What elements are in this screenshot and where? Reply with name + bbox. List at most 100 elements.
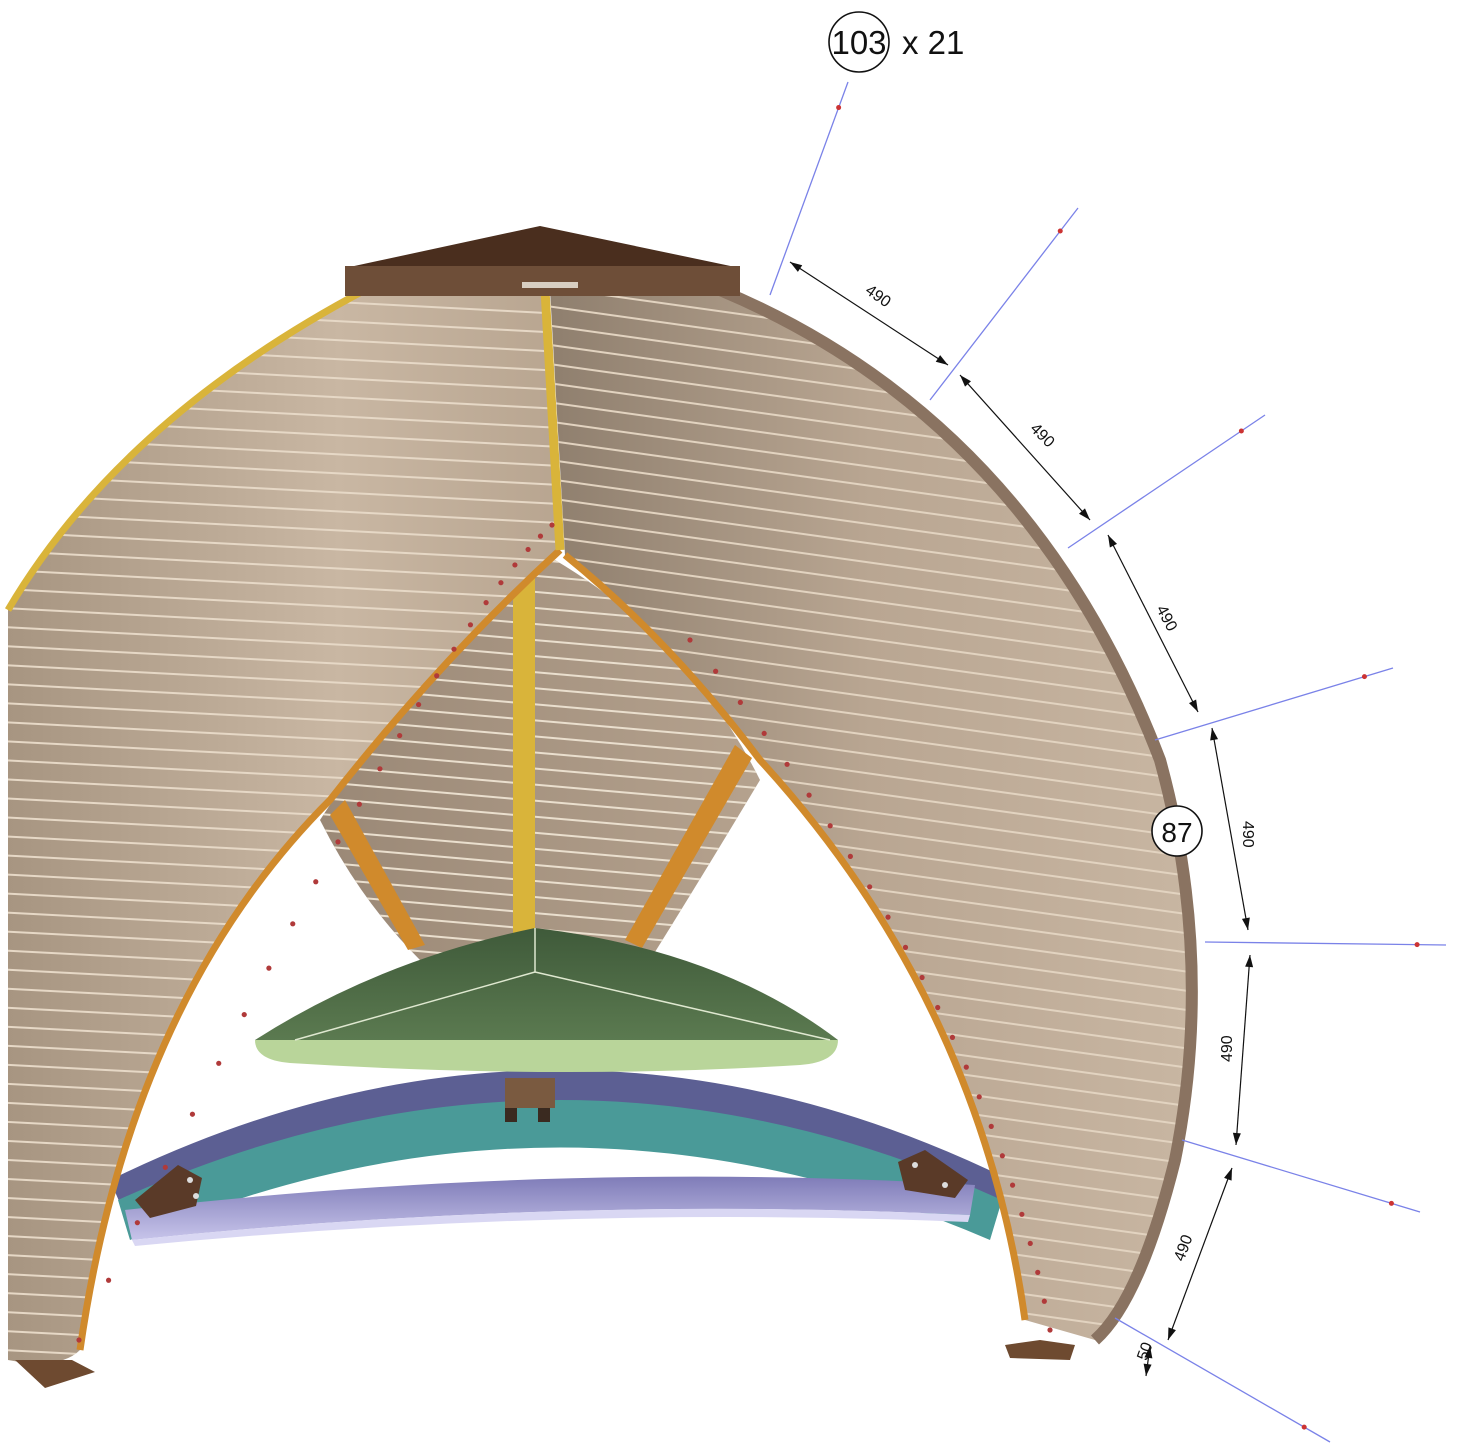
dimension-line <box>1235 954 1251 1146</box>
screw-hole <box>963 1064 969 1070</box>
leader-line <box>1154 667 1394 741</box>
outer-ring-teal <box>118 1100 1002 1240</box>
dimension-arrow <box>1144 1346 1153 1359</box>
screw-hole <box>806 792 812 798</box>
screw-hole <box>512 562 518 568</box>
left-seam-rib <box>540 289 565 551</box>
leader-marker <box>1361 674 1367 680</box>
screw-hole <box>737 699 743 705</box>
base-ring-assembly <box>110 1070 1010 1246</box>
screw-hole <box>988 1123 994 1129</box>
screw-hole <box>935 1004 941 1011</box>
dimension-arrow <box>1245 955 1254 968</box>
dimension-label-2: 490 <box>1027 420 1058 451</box>
dimension-label-1: 490 <box>862 282 894 311</box>
dimension-arrow <box>790 262 803 272</box>
dimension-arrow <box>1210 728 1219 741</box>
dimension-line <box>1167 1167 1233 1341</box>
screw-holes <box>76 522 1053 1343</box>
leader-marker <box>836 105 842 111</box>
leader-line <box>769 81 849 296</box>
dimension-label-5: 490 <box>1219 1035 1236 1062</box>
brace-right <box>625 745 752 948</box>
dimension-arrow <box>935 355 948 365</box>
screw-hole <box>549 522 555 528</box>
screw-hole <box>919 974 925 981</box>
foot-right <box>1005 1340 1075 1360</box>
screw-hole <box>761 730 767 737</box>
dimension-arrow <box>1108 535 1118 548</box>
screw-hole <box>885 914 891 920</box>
dimension-arrow <box>1224 1168 1232 1181</box>
screw-hole <box>76 1337 82 1343</box>
screw-hole <box>498 580 504 586</box>
dimension-arrow <box>1232 1132 1241 1145</box>
callout-number: 87 <box>1161 817 1192 848</box>
leader-lines <box>769 81 1447 1443</box>
outer-ring-blue <box>110 1070 1010 1215</box>
screw-hole <box>290 921 296 927</box>
callout-part-87: 87 <box>1151 805 1203 857</box>
dimension-lines <box>789 261 1254 1377</box>
screw-hole <box>189 1111 196 1117</box>
screw-hole <box>999 1153 1005 1159</box>
callout-quantity: x 21 <box>902 24 964 61</box>
leader-line <box>929 207 1079 401</box>
screw-hole <box>105 1277 112 1283</box>
dimension-label-7: 50 <box>1134 1340 1156 1363</box>
right-inner-rib <box>562 552 1029 1321</box>
front-ring-lavender <box>125 1176 975 1240</box>
dimension-arrow <box>1188 699 1198 712</box>
dimension-line <box>959 374 1091 521</box>
screw-hole <box>687 637 693 643</box>
leader-marker <box>1238 428 1244 434</box>
dimension-arrow <box>1241 917 1250 930</box>
leader-line <box>1067 414 1266 549</box>
callout-circle <box>1151 805 1203 857</box>
foot-left <box>15 1360 95 1388</box>
leader-line <box>1114 1317 1331 1443</box>
screw-hole <box>216 1060 222 1066</box>
leader-marker <box>1057 228 1063 234</box>
screw-hole <box>1009 1182 1016 1188</box>
bracket-right <box>898 1150 968 1198</box>
screw-hole <box>162 1164 168 1170</box>
screw-hole <box>397 732 403 739</box>
leader-marker <box>1414 942 1420 948</box>
seat-panel <box>255 928 838 1122</box>
left-shell <box>4 286 565 1364</box>
dimension-line <box>789 261 949 366</box>
leader-marker <box>1301 1424 1307 1430</box>
screw-hole <box>1035 1269 1041 1275</box>
screw-hole <box>134 1220 140 1226</box>
dimension-arrow <box>960 375 971 387</box>
screw-hole <box>827 823 833 829</box>
screw-hole <box>241 1011 247 1018</box>
left-inner-rib <box>76 547 563 1351</box>
screw-hole <box>902 944 909 950</box>
screw-hole <box>434 673 440 679</box>
screw-hole <box>1047 1327 1053 1333</box>
screw-hole <box>537 533 544 539</box>
dimension-label-4: 490 <box>1239 821 1256 848</box>
dimension-arrow <box>1143 1363 1152 1376</box>
callout-part-103: 103 x 21 <box>828 11 964 73</box>
screw-hole <box>451 646 457 652</box>
screw-hole <box>525 546 531 553</box>
brace-left <box>330 800 425 950</box>
screw-hole <box>356 801 362 807</box>
screw-hole <box>1019 1211 1025 1217</box>
screw-hole <box>713 668 719 674</box>
callout-circle <box>828 11 890 73</box>
screw-hole <box>467 622 474 628</box>
dimension-label-6: 490 <box>1171 1233 1196 1264</box>
screw-hole <box>784 761 790 767</box>
leader-marker <box>1388 1200 1394 1206</box>
leader-line <box>1181 1139 1421 1213</box>
left-edge-rib <box>4 286 367 612</box>
dimension-line <box>1211 727 1249 931</box>
bracket-left <box>135 1165 202 1218</box>
screw-hole <box>415 701 422 708</box>
back-shell <box>320 560 760 960</box>
screw-hole <box>976 1094 982 1100</box>
